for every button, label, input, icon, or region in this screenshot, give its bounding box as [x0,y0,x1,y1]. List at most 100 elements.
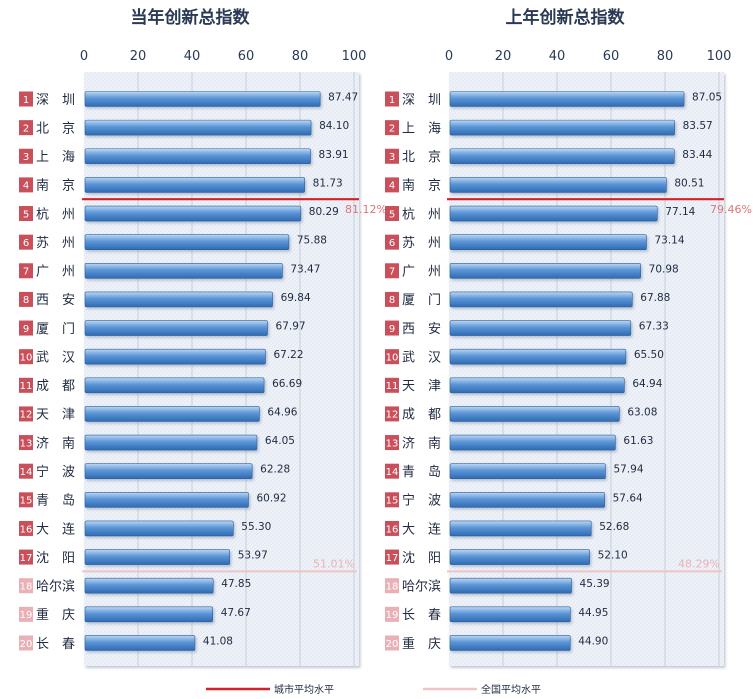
left-rank-badge [19,320,33,336]
left-rank-number: 17 [20,553,33,564]
left-value-label: 73.47 [290,263,320,275]
right-gridlines [502,72,720,666]
left-bar [84,320,268,336]
right-rank-badge [385,635,399,651]
left-tick-label: 100 [342,49,367,64]
left-rank-badge [19,377,33,393]
left-bar [84,177,305,193]
left-city-label: 西 安 [36,293,75,308]
right-rank-badge [385,492,399,508]
right-rank-number: 17 [386,553,399,564]
left-tick-label: 60 [238,49,255,64]
left-bar [84,205,302,222]
left-city-label: 长 春 [36,637,75,652]
left-bar [84,348,266,365]
left-bar [84,434,258,451]
left-rank-badge [19,148,33,164]
right-panel: 上年创新总指数 0 20 40 60 80 100 1 深 圳 87.05 2 上 海 83.57 3… [385,7,752,666]
right-value-label: 65.50 [634,349,664,361]
right-rank-number: 3 [389,152,395,163]
right-rank-badge [385,463,399,479]
right-city-label: 大 连 [402,521,441,537]
left-national-average-label: 51.01% [313,557,355,570]
left-rank-badge [19,435,33,451]
right-rank-badge [385,234,399,250]
right-rank-number: 13 [386,438,399,449]
right-value-label: 57.94 [613,464,643,476]
left-bar [84,148,311,165]
left-plot-background [84,72,359,666]
left-panel: 当年创新总指数 0 20 40 60 80 100 1 深 圳 87.47 2 北 京 84.10 3… [19,7,387,666]
left-chart-title: 当年创新总指数 [131,7,251,28]
right-city-label: 沈 阳 [402,551,441,566]
right-rank-number: 1 [389,95,395,106]
right-rank-number: 19 [386,610,399,621]
left-value-label: 64.96 [267,406,297,418]
left-value-label: 80.29 [309,206,339,218]
left-value-label: 60.92 [256,492,286,504]
left-bars: 1 深 圳 87.47 2 北 京 84.10 3 上 海 83.91 4 南 京 81.73 5 杭 州… [19,91,358,652]
right-rank-badge [385,549,399,565]
legend: 城市平均水平 全国平均水平 [206,683,541,696]
left-value-label: 66.69 [272,378,302,390]
left-value-label: 81.73 [313,177,343,189]
right-plot-background [449,72,724,666]
left-rank-badge [19,635,33,651]
right-city-label: 成 都 [402,408,441,423]
left-city-label: 广 州 [36,265,75,280]
right-bar [449,406,620,422]
right-rank-number: 5 [389,209,395,220]
left-city-average-label: 81.12% [345,203,387,216]
right-city-label: 深 圳 [402,93,441,108]
left-rank-badge [19,291,33,307]
right-value-label: 63.08 [627,406,657,418]
right-value-label: 52.68 [599,521,629,533]
left-city-label: 武 汉 [36,350,75,365]
right-chart-title: 上年创新总指数 [506,7,626,28]
right-rank-number: 6 [389,238,395,249]
right-rank-number: 16 [386,524,399,535]
left-rank-badge [19,520,33,536]
left-city-label: 济 南 [36,435,75,451]
right-city-label: 武 汉 [402,350,441,365]
left-value-label: 87.47 [328,92,358,104]
right-rank-badge [385,606,399,622]
right-rank-number: 4 [389,181,395,192]
right-bar [449,262,641,279]
right-rank-number: 8 [389,295,395,306]
right-rank-badge [385,406,399,422]
right-rank-number: 20 [386,639,399,650]
right-rank-number: 2 [389,123,395,134]
right-city-label: 北 京 [402,150,441,165]
right-rank-number: 7 [389,267,395,278]
left-rank-badge [19,406,33,422]
right-bar [449,492,605,508]
left-city-label: 南 京 [36,178,75,194]
legend-national-average-label: 全国平均水平 [481,683,541,696]
right-city-label: 厦 门 [402,293,441,308]
left-city-label: 重 庆 [36,607,75,623]
left-average-lines: 81.12% 51.01% [82,198,387,573]
left-value-label: 64.05 [265,435,295,447]
right-tick-label: 80 [657,49,674,64]
left-city-label: 北 京 [36,121,75,136]
left-rank-badge [19,606,33,622]
left-bar [84,406,260,422]
right-value-label: 70.98 [649,263,679,275]
left-rank-number: 11 [20,381,33,392]
left-bar [84,635,196,651]
left-bar [84,291,273,308]
right-bar [449,463,606,479]
left-rank-number: 10 [20,352,33,363]
right-city-label: 西 安 [402,322,441,337]
right-rank-badge [385,206,399,222]
left-city-label: 哈尔滨 [36,579,75,595]
left-rank-number: 13 [20,438,33,449]
right-value-label: 61.63 [623,435,653,447]
right-bar [449,320,632,336]
right-bar [449,520,592,537]
right-axis-ticks: 0 20 40 60 80 100 [445,49,732,64]
right-rank-badge [385,91,399,107]
right-city-label: 宁 波 [402,493,441,509]
left-city-label: 青 岛 [36,493,75,509]
